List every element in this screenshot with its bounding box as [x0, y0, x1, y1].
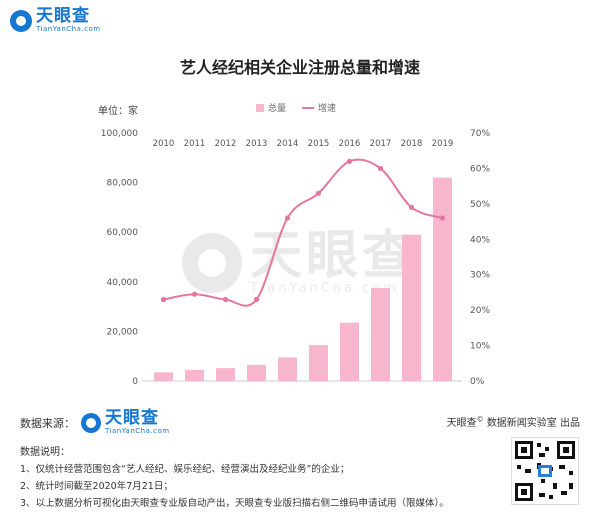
note-item: 1、仅统计经营范围包含“艺人经纪、娱乐经纪、经营演出及经纪业务”的企业； — [20, 464, 350, 475]
y-right-tick-label: 70% — [470, 129, 490, 139]
brand-name: 天眼查 — [36, 6, 90, 26]
legend-line-label: 增速 — [318, 104, 337, 114]
legend-bar-swatch — [256, 103, 264, 112]
data-source: 数据来源： 天眼查 TianYanCha.com — [20, 410, 170, 435]
growth-point — [160, 296, 167, 303]
chart-title: 艺人经纪相关企业注册总量和增速 — [179, 58, 420, 77]
growth-point — [408, 204, 415, 210]
y-right-tick-label: 40% — [470, 235, 490, 245]
x-tick-label: 2017 — [370, 139, 392, 149]
brand-domain: TianYanCha.com — [36, 25, 101, 33]
chart-canvas: 0 20,000 40,000 60,000 80,000 100,000 0% 10% 20%… — [101, 129, 491, 387]
growth-point — [346, 158, 353, 164]
growth-point — [315, 190, 322, 196]
source-brand-name: 天眼查 — [105, 408, 159, 428]
note-item: 2、统计时间截至2020年7月21日； — [20, 481, 173, 492]
growth-point — [439, 215, 446, 221]
x-tick-label: 2015 — [308, 139, 330, 149]
growth-point — [284, 215, 291, 221]
unit-label: 单位：家 — [98, 106, 138, 117]
source-logo-icon — [81, 412, 101, 433]
x-tick-label: 2019 — [432, 139, 454, 149]
y-right-tick-label: 60% — [470, 164, 490, 174]
data-notes: 数据说明： 1、仅统计经营范围包含“艺人经纪、娱乐经纪、经营演出及经纪业务”的企… — [20, 444, 449, 512]
x-tick-label: 2012 — [215, 139, 237, 149]
bar — [278, 357, 297, 381]
qr-code[interactable] — [511, 437, 579, 505]
legend-bar-label: 总量 — [268, 104, 287, 114]
x-tick-label: 2013 — [246, 139, 268, 149]
y-left-tick-label: 0 — [132, 377, 138, 387]
source-label: 数据来源： — [20, 416, 75, 430]
bar — [185, 369, 204, 381]
x-tick-label: 2014 — [277, 139, 299, 149]
x-tick-label: 2011 — [184, 139, 206, 149]
y-left-tick-label: 100,000 — [101, 129, 138, 139]
x-tick-label: 2016 — [339, 139, 361, 149]
notes-title: 数据说明： — [20, 447, 70, 458]
producer-credit: 天眼查© 数据新闻实验室 出品 — [446, 415, 580, 429]
bar — [309, 345, 328, 381]
y-left-tick-label: 60,000 — [107, 228, 139, 238]
x-tick-label: 2018 — [401, 139, 423, 149]
legend-line-swatch — [302, 106, 315, 109]
y-right-tick-label: 10% — [470, 342, 490, 352]
bar — [154, 372, 173, 381]
y-left-tick-label: 40,000 — [107, 278, 139, 288]
bar — [402, 234, 421, 381]
growth-line — [163, 158, 443, 307]
note-item: 3、以上数据分析可视化由天眼查专业版自动产出，天眼查专业版扫描右侧二维码申请试用… — [20, 498, 449, 509]
bar — [340, 322, 359, 381]
bar — [247, 364, 266, 381]
chart-legend: 总量 增速 — [256, 101, 336, 114]
y-right-tick-label: 30% — [470, 271, 490, 281]
source-logo: 天眼查 TianYanCha.com — [81, 410, 170, 435]
brand-logo: 天眼查 TianYanCha.com — [10, 8, 101, 33]
producer-name: 天眼查 — [446, 418, 477, 429]
producer-suffix: 数据新闻实验室 出品 — [486, 418, 580, 429]
growth-point — [253, 296, 260, 303]
qr-code-icon — [515, 441, 575, 501]
y-left-tick-label: 80,000 — [107, 179, 139, 189]
growth-point — [191, 291, 198, 297]
growth-point — [377, 165, 384, 172]
source-brand-domain: TianYanCha.com — [105, 427, 170, 435]
y-right-tick-label: 20% — [470, 306, 490, 316]
bar — [216, 368, 235, 381]
brand-logo-icon — [10, 9, 32, 32]
x-tick-label: 2010 — [153, 139, 175, 149]
bar — [433, 177, 452, 381]
growth-point — [222, 296, 229, 303]
y-left-tick-label: 20,000 — [107, 327, 139, 337]
y-right-tick-label: 0% — [470, 377, 485, 387]
y-right-tick-label: 50% — [470, 200, 490, 210]
bar — [371, 288, 390, 381]
